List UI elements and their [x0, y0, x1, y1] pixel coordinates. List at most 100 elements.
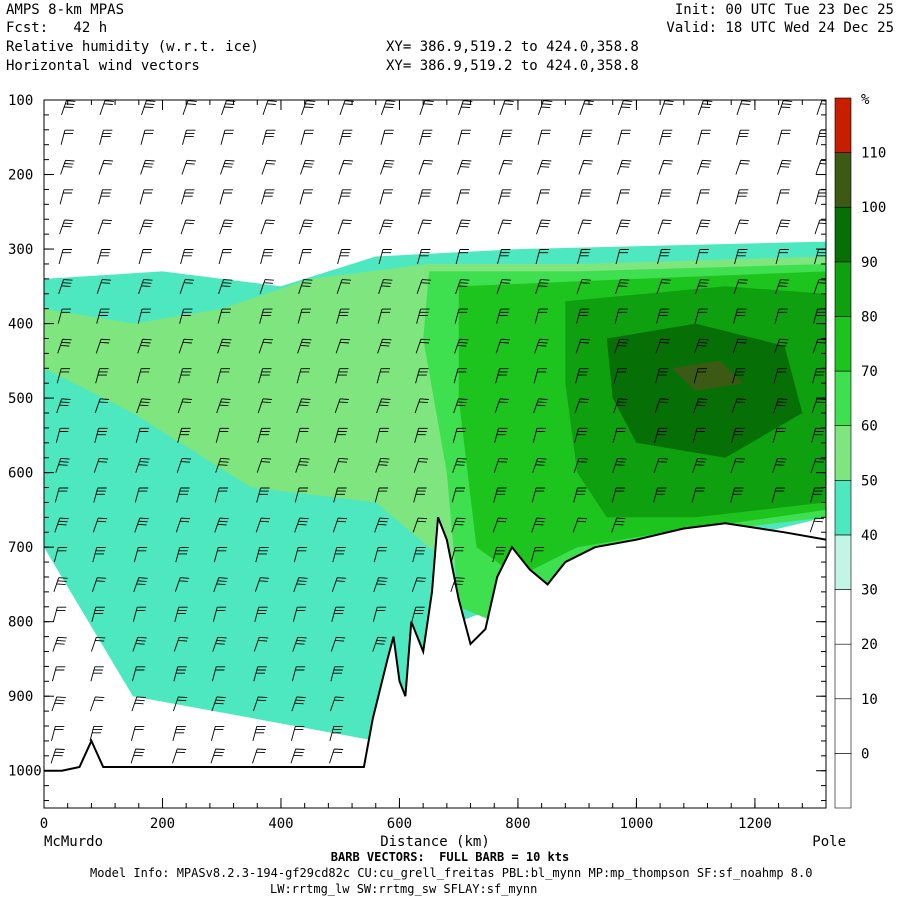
wind-barb [734, 219, 749, 235]
wind-barb [131, 696, 146, 712]
x-tick-label: 200 [150, 816, 175, 832]
wind-barb [94, 427, 108, 443]
wind-barb [215, 427, 230, 443]
barb-column [572, 100, 594, 533]
wind-barb [498, 159, 513, 175]
wind-barb [453, 368, 467, 384]
rh-region-90 [606, 323, 803, 458]
wind-barb [254, 577, 270, 593]
wind-barb [814, 219, 826, 235]
model-info: Model Info: MPASv8.2.3-194-gf29cd82c CU:… [90, 866, 813, 880]
wind-barb [576, 308, 590, 324]
wind-barb [732, 368, 746, 384]
wind-barb [777, 100, 793, 116]
wind-barb [813, 279, 826, 294]
wind-barb [497, 249, 511, 265]
wind-barb [374, 517, 389, 533]
init-time: Init: 00 UTC Tue 23 Dec 25 [674, 2, 894, 18]
wind-barb [217, 308, 231, 324]
colorbar-swatch [834, 206, 852, 263]
wind-barb [379, 189, 393, 205]
wind-barb [812, 368, 826, 384]
wind-barb [536, 189, 550, 205]
wind-barb [731, 398, 747, 414]
wind-barb [255, 517, 271, 533]
colorbar-unit: % [861, 92, 870, 108]
wind-barb [52, 636, 67, 652]
x-tick-label: 800 [505, 816, 530, 832]
wind-barb [450, 577, 465, 593]
wind-barb [416, 308, 430, 324]
wind-barb [380, 159, 395, 175]
wind-barb [256, 457, 272, 473]
wind-barb [453, 398, 468, 414]
wind-barb [55, 427, 70, 443]
wind-barb [59, 219, 74, 235]
wind-barb [99, 100, 114, 116]
wind-barb [657, 219, 672, 235]
wind-barb [809, 517, 825, 533]
terrain-layer [44, 516, 826, 808]
barb-column [50, 100, 76, 764]
wind-barb [174, 606, 188, 622]
y-axis: 100 200 300 400 500 600 700 800 900 1000 [8, 93, 826, 802]
wind-barb [177, 398, 193, 414]
wind-barb [451, 517, 466, 533]
wind-barb [531, 517, 546, 533]
wind-barb [331, 577, 347, 593]
wind-barb [695, 279, 710, 294]
wind-barb [697, 100, 713, 116]
wind-barb [492, 547, 506, 563]
wind-barb [694, 338, 709, 354]
y-tick-label: 800 [8, 615, 33, 631]
wind-barb [775, 279, 790, 294]
wind-barb [692, 457, 707, 473]
wind-barb [90, 666, 104, 682]
colorbar-label: 100 [861, 200, 886, 216]
wind-barb [55, 457, 70, 473]
wind-barb [290, 725, 305, 742]
wind-barb [574, 427, 588, 443]
wind-barb [175, 547, 189, 563]
wind-barb [613, 368, 627, 384]
wind-barb [614, 338, 629, 354]
wind-barb [51, 696, 66, 712]
wind-barb [130, 748, 145, 764]
colorbar-label: 70 [861, 364, 878, 380]
wind-barb [415, 338, 431, 354]
wind-barb [418, 189, 432, 205]
wind-barb [174, 577, 190, 593]
wind-barb [296, 398, 311, 414]
wind-barb [93, 457, 109, 473]
wind-barb [735, 189, 749, 205]
wind-barb [450, 547, 465, 563]
wind-barb [57, 308, 72, 324]
wind-barb [653, 487, 667, 503]
wind-barb [613, 398, 628, 414]
wind-barb [615, 279, 630, 294]
barb-column [653, 100, 674, 503]
wind-barb [136, 368, 151, 384]
wind-barb [499, 100, 514, 116]
wind-barb [379, 219, 394, 235]
colorbar-swatch [834, 698, 852, 754]
colorbar-swatch [834, 316, 852, 372]
wind-barb [455, 249, 469, 265]
colorbar-label: 110 [861, 146, 886, 162]
wind-barb [214, 517, 229, 533]
wind-barb [181, 189, 195, 205]
wind-barb [131, 666, 146, 682]
barb-column [329, 100, 354, 764]
wind-barb [376, 368, 390, 384]
colorbar-label: 30 [861, 583, 878, 599]
wind-barb [294, 487, 309, 503]
wind-barb [575, 338, 590, 354]
wind-barb [51, 666, 66, 682]
colorbar-swatch [834, 589, 852, 645]
wind-barb [212, 636, 227, 652]
wind-barb [498, 189, 512, 205]
wind-barb [730, 457, 746, 473]
wind-barb [733, 279, 748, 294]
wind-barb [373, 577, 388, 593]
wind-barb [178, 338, 194, 354]
